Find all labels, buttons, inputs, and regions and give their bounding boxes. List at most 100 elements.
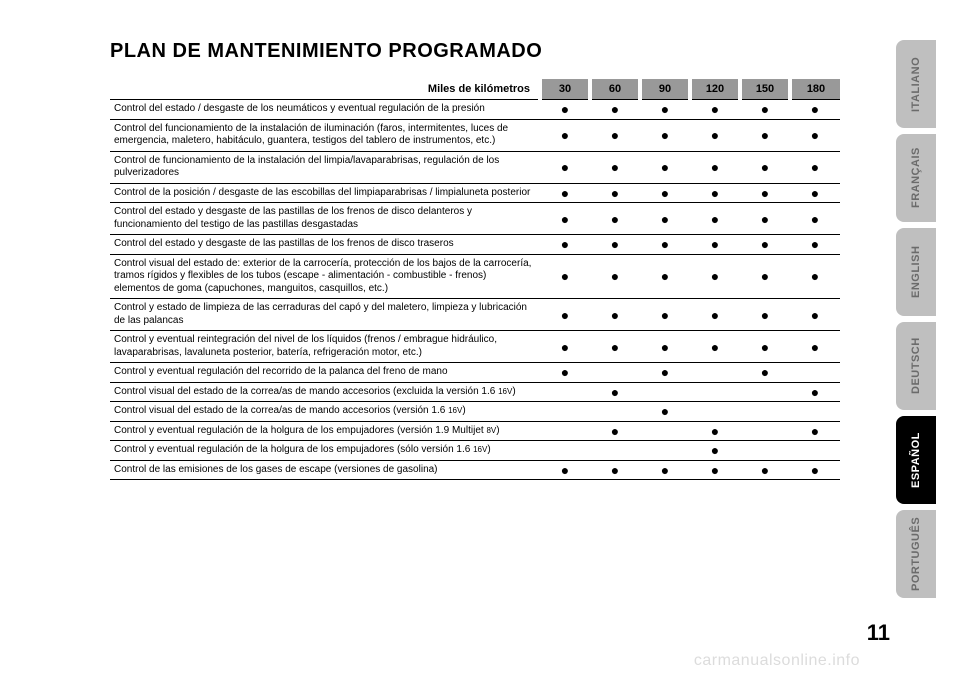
row-description: Control de las emisiones de los gases de… — [110, 460, 540, 480]
row-description: Control visual del estado de la correa/a… — [110, 382, 540, 402]
row-description: Control y eventual regulación de la holg… — [110, 421, 540, 441]
interval-cell — [540, 331, 590, 363]
interval-cell — [540, 100, 590, 120]
interval-cell — [590, 119, 640, 151]
header-label: Miles de kilómetros — [110, 79, 540, 100]
interval-cell — [690, 203, 740, 235]
interval-cell — [540, 382, 590, 402]
page-number: 11 — [867, 620, 890, 646]
table-row: Control y eventual reintegración del niv… — [110, 331, 840, 363]
interval-cell — [640, 100, 690, 120]
interval-cell — [690, 421, 740, 441]
interval-cell — [640, 203, 690, 235]
row-description: Control del estado y desgaste de las pas… — [110, 235, 540, 255]
interval-cell — [590, 235, 640, 255]
interval-cell — [690, 119, 740, 151]
interval-cell — [690, 183, 740, 203]
interval-cell — [590, 100, 640, 120]
table-row: Control visual del estado de la correa/a… — [110, 402, 840, 422]
interval-cell — [540, 363, 590, 383]
page-title: PLAN DE MANTENIMIENTO PROGRAMADO — [110, 40, 840, 63]
interval-cell — [790, 235, 840, 255]
column-header: 90 — [640, 79, 690, 100]
language-tab-italiano[interactable]: ITALIANO — [896, 40, 936, 128]
interval-cell — [690, 235, 740, 255]
interval-cell — [540, 441, 590, 461]
interval-cell — [540, 254, 590, 299]
interval-cell — [740, 203, 790, 235]
interval-cell — [740, 235, 790, 255]
interval-cell — [640, 460, 690, 480]
row-description: Control del estado y desgaste de las pas… — [110, 203, 540, 235]
interval-cell — [690, 254, 740, 299]
interval-cell — [640, 421, 690, 441]
interval-cell — [590, 363, 640, 383]
interval-cell — [740, 421, 790, 441]
interval-cell — [540, 460, 590, 480]
row-description: Control del estado / desgaste de los neu… — [110, 100, 540, 120]
table-row: Control visual del estado de: exterior d… — [110, 254, 840, 299]
interval-cell — [790, 421, 840, 441]
maintenance-plan-page: PLAN DE MANTENIMIENTO PROGRAMADO Miles d… — [110, 40, 840, 480]
table-header-row: Miles de kilómetros 306090120150180 — [110, 79, 840, 100]
language-tab-español[interactable]: ESPAÑOL — [896, 416, 936, 504]
interval-cell — [640, 254, 690, 299]
interval-cell — [590, 402, 640, 422]
interval-cell — [540, 235, 590, 255]
interval-cell — [640, 151, 690, 183]
language-tab-français[interactable]: FRANÇAIS — [896, 134, 936, 222]
interval-cell — [740, 254, 790, 299]
interval-cell — [590, 460, 640, 480]
interval-cell — [790, 203, 840, 235]
interval-cell — [640, 119, 690, 151]
interval-cell — [690, 402, 740, 422]
table-row: Control y eventual regulación de la holg… — [110, 441, 840, 461]
interval-cell — [790, 363, 840, 383]
table-row: Control de la posición / desgaste de las… — [110, 183, 840, 203]
interval-cell — [740, 460, 790, 480]
row-description: Control y eventual regulación de la holg… — [110, 441, 540, 461]
interval-cell — [640, 299, 690, 331]
interval-cell — [540, 203, 590, 235]
interval-cell — [740, 299, 790, 331]
language-tab-português[interactable]: PORTUGUÊS — [896, 510, 936, 598]
column-header: 150 — [740, 79, 790, 100]
language-tab-english[interactable]: ENGLISH — [896, 228, 936, 316]
interval-cell — [690, 382, 740, 402]
interval-cell — [590, 421, 640, 441]
table-row: Control de funcionamiento de la instalac… — [110, 151, 840, 183]
interval-cell — [790, 183, 840, 203]
interval-cell — [790, 441, 840, 461]
row-description: Control visual del estado de: exterior d… — [110, 254, 540, 299]
interval-cell — [640, 183, 690, 203]
interval-cell — [540, 151, 590, 183]
interval-cell — [590, 331, 640, 363]
interval-cell — [740, 119, 790, 151]
interval-cell — [690, 331, 740, 363]
table-row: Control y eventual regulación del recorr… — [110, 363, 840, 383]
row-description: Control y eventual regulación del recorr… — [110, 363, 540, 383]
table-row: Control del estado y desgaste de las pas… — [110, 203, 840, 235]
interval-cell — [790, 254, 840, 299]
interval-cell — [690, 151, 740, 183]
watermark: carmanualsonline.info — [694, 652, 860, 670]
interval-cell — [790, 119, 840, 151]
interval-cell — [740, 441, 790, 461]
interval-cell — [690, 441, 740, 461]
interval-cell — [590, 441, 640, 461]
table-row: Control del estado y desgaste de las pas… — [110, 235, 840, 255]
interval-cell — [540, 299, 590, 331]
interval-cell — [640, 402, 690, 422]
table-row: Control de las emisiones de los gases de… — [110, 460, 840, 480]
interval-cell — [790, 331, 840, 363]
row-description: Control de funcionamiento de la instalac… — [110, 151, 540, 183]
interval-cell — [790, 402, 840, 422]
interval-cell — [590, 183, 640, 203]
language-tab-deutsch[interactable]: DEUTSCH — [896, 322, 936, 410]
table-row: Control y eventual regulación de la holg… — [110, 421, 840, 441]
interval-cell — [540, 119, 590, 151]
interval-cell — [790, 460, 840, 480]
interval-cell — [640, 235, 690, 255]
language-tabs: ITALIANO FRANÇAIS ENGLISH DEUTSCH ESPAÑOL POR… — [896, 40, 936, 598]
interval-cell — [690, 363, 740, 383]
